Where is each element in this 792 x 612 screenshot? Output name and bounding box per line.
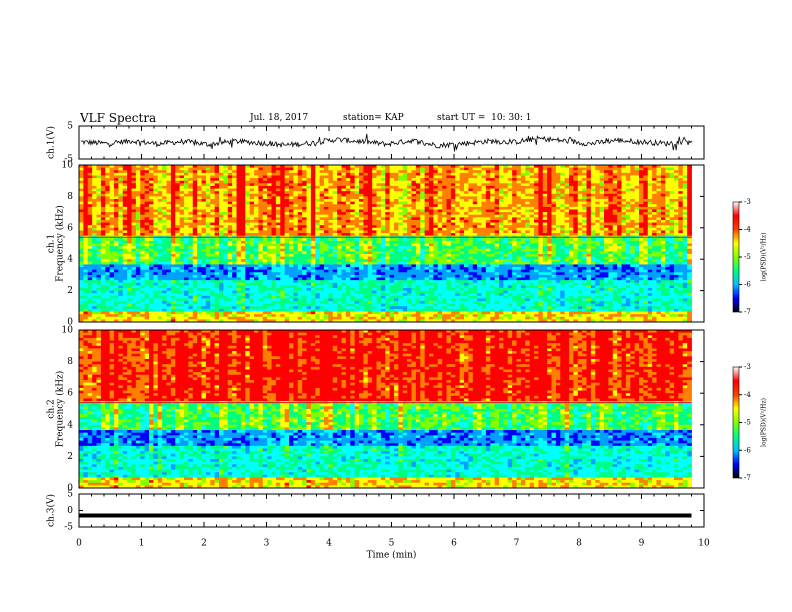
- ch3-waveform-ytick-label: 0: [67, 506, 73, 516]
- ch1-spectrogram-ylabel: Frequency (kHz): [55, 205, 66, 282]
- ch2-spectrogram-colorbar-tick-label: -5: [744, 419, 751, 427]
- ch2-spectrogram-ytick-label: 2: [67, 452, 73, 462]
- ch2-spectrogram-colorbar-tick-label: -7: [744, 474, 751, 482]
- ch2-spectrogram-ytick-label: 8: [67, 357, 73, 367]
- x-axis-tick-label: 3: [264, 539, 270, 549]
- ch1-spectrogram-ytick-label: 2: [67, 286, 73, 296]
- x-axis-tick-label: 1: [139, 539, 145, 549]
- ch1-waveform-series-line: [80, 133, 693, 152]
- ch2-spectrogram-ytick-label: 4: [67, 420, 73, 430]
- ch2-spectrogram-colorbar: [732, 366, 740, 479]
- station-label: station= KAP: [343, 113, 404, 123]
- ch1-spectrogram-colorbar-tick-label: -3: [744, 198, 751, 206]
- ch1-spectrogram-colorbar-tick-label: -5: [744, 253, 751, 261]
- ch1-waveform-ytick-label: -5: [64, 155, 73, 165]
- x-axis-title: Time (min): [367, 550, 417, 561]
- ch1-spectrogram-colorbar-tick-label: -4: [744, 226, 751, 234]
- ch3-waveform-ylabel: ch.3(V): [46, 494, 57, 527]
- x-axis-tick-label: 7: [514, 539, 520, 549]
- ch1-spectrogram-ytick-label: 4: [67, 255, 73, 265]
- ch2-spectrogram-colorbar-tick-label: -6: [744, 446, 751, 454]
- ch1-spectrogram-ytick-label: 0: [67, 318, 73, 328]
- ch3-waveform-ytick-label: -5: [64, 523, 73, 533]
- ch3-waveform-ytick-label: 5: [67, 490, 73, 500]
- ch1-spectrogram-frame: [78, 164, 705, 323]
- x-axis-tick-label: 9: [639, 539, 645, 549]
- ch2-spectrogram-colorbar-label: log(PSD)(V²/Hz): [761, 398, 768, 447]
- ch1-waveform-ytick-label: 5: [67, 122, 73, 132]
- ch2-spectrogram-ylabel: ch.2: [47, 399, 57, 418]
- ch2-spectrogram-ytick-label: 0: [67, 484, 73, 494]
- ch1-spectrogram-ylabel: ch.1: [47, 234, 57, 253]
- x-axis-tick-label: 10: [698, 539, 710, 549]
- x-axis-tick-label: 6: [451, 539, 457, 549]
- ch2-spectrogram-colorbar-tick-label: -4: [744, 391, 751, 399]
- start-time-label: start UT = 10: 30: 1: [437, 113, 532, 123]
- ch2-spectrogram-cells: [79, 330, 692, 489]
- x-axis-tick-label: 0: [76, 539, 82, 549]
- ch1-spectrogram-ytick-label: 8: [67, 192, 73, 202]
- date-label: Jul. 18, 2017: [250, 113, 309, 123]
- ch1-spectrogram-ytick-label: 10: [62, 161, 74, 171]
- ch2-spectrogram-ytick-label: 10: [62, 326, 74, 336]
- ch1-spectrogram-colorbar: [732, 201, 740, 313]
- ch2-spectrogram-frame: [78, 329, 705, 489]
- figure-title: VLF Spectra: [80, 111, 157, 125]
- ch2-spectrogram-colorbar-tick-label: -3: [744, 363, 751, 371]
- x-axis-tick-label: 2: [201, 539, 207, 549]
- ch1-spectrogram-ytick-label: 6: [67, 223, 73, 233]
- ch1-spectrogram-colorbar-label: log(PSD)(V²/Hz): [761, 233, 768, 282]
- ch2-spectrogram-ytick-label: 6: [67, 389, 73, 399]
- x-axis-tick-label: 8: [576, 539, 582, 549]
- ch1-spectrogram-cells: [79, 165, 692, 323]
- ch2-spectrogram-ylabel: Frequency (kHz): [55, 371, 66, 448]
- ch1-spectrogram-colorbar-tick-label: -7: [744, 308, 751, 316]
- ch1-spectrogram-colorbar-tick-label: -6: [744, 281, 751, 289]
- ch1-waveform-ylabel: ch.1(V): [46, 126, 57, 159]
- x-axis-tick-label: 5: [389, 539, 395, 549]
- x-axis-tick-label: 4: [326, 539, 332, 549]
